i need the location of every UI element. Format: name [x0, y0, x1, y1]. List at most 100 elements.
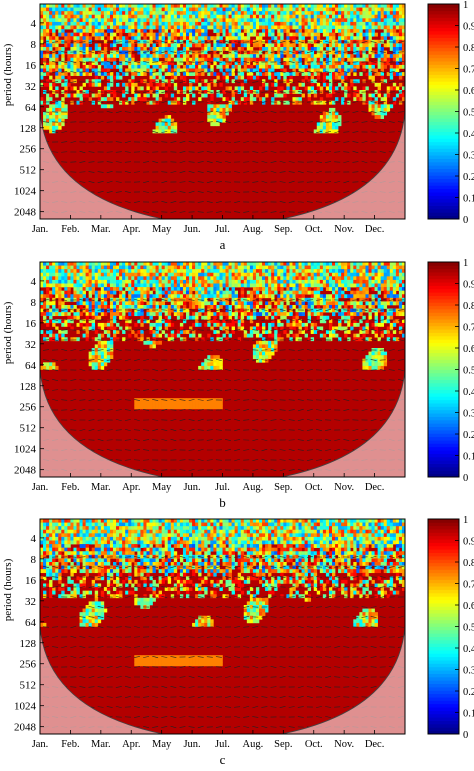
coherence-cell	[125, 100, 129, 105]
coherence-cell	[310, 294, 315, 299]
coherence-cell	[377, 107, 381, 112]
coherence-cell	[356, 93, 360, 98]
coherence-cell	[243, 61, 248, 66]
coherence-cell	[73, 93, 77, 98]
coherence-cell	[259, 97, 263, 102]
coherence-cell	[277, 36, 281, 41]
coherence-cell	[292, 290, 296, 295]
phase-arrow	[361, 181, 368, 183]
coherence-cell	[328, 25, 333, 30]
coherence-cell	[46, 107, 50, 112]
coherence-cell	[380, 283, 385, 288]
coherence-cell	[231, 18, 235, 23]
coherence-cell	[140, 297, 144, 302]
coherence-cell	[356, 279, 360, 284]
coherence-cell	[152, 279, 156, 284]
coherence-cell	[49, 39, 53, 44]
phase-arrow	[124, 151, 131, 153]
phase-arrow	[270, 151, 277, 153]
phase-arrow	[343, 191, 350, 193]
coherence-cell	[49, 97, 53, 102]
phase-arrow	[152, 50, 159, 54]
phase-arrow	[279, 121, 286, 123]
coherence-cell	[344, 47, 348, 51]
coherence-cell	[316, 129, 321, 134]
coherence-cell	[122, 82, 126, 87]
phase-arrow	[215, 201, 222, 203]
coherence-cell	[164, 7, 169, 12]
coherence-cell	[274, 276, 278, 281]
coherence-cell	[161, 75, 166, 80]
coherence-cell	[195, 290, 199, 295]
coherence-cell	[46, 18, 50, 23]
coherence-cell	[328, 90, 333, 94]
coherence-cell	[55, 290, 59, 295]
coherence-cell	[137, 93, 141, 98]
coherence-cell	[316, 100, 321, 105]
coherence-cell	[289, 25, 293, 30]
colorbar-cell	[428, 108, 459, 112]
coherence-cell	[350, 36, 354, 41]
coherence-cell	[259, 72, 263, 76]
coherence-cell	[195, 57, 199, 62]
coherence-cell	[307, 32, 312, 37]
coherence-cell	[97, 57, 102, 62]
phase-arrow	[261, 180, 268, 184]
coherence-cell	[161, 54, 166, 59]
coherence-cell	[341, 25, 345, 30]
coherence-cell	[119, 64, 123, 69]
coherence-cell	[319, 265, 324, 270]
coherence-cell	[335, 122, 339, 127]
coherence-cell	[55, 4, 59, 8]
coherence-cell	[395, 18, 400, 23]
coherence-cell	[237, 301, 242, 306]
coherence-cell	[368, 272, 372, 277]
coherence-cell	[219, 18, 223, 23]
coherence-cell	[179, 276, 184, 281]
phase-arrow	[179, 131, 186, 133]
coherence-cell	[146, 68, 150, 73]
phase-arrow	[197, 201, 204, 203]
phase-arrow	[224, 151, 232, 153]
coherence-cell	[237, 25, 242, 30]
coherence-cell	[252, 14, 257, 19]
coherence-cell	[189, 72, 193, 76]
coherence-cell	[186, 97, 190, 102]
coherence-cell	[316, 43, 321, 48]
coherence-cell	[192, 7, 196, 12]
coherence-cell	[198, 21, 202, 26]
coherence-cell	[131, 283, 135, 288]
coherence-cell	[158, 97, 162, 102]
coherence-cell	[344, 272, 348, 277]
coherence-cell	[234, 283, 239, 288]
coherence-cell	[52, 262, 56, 266]
coherence-cell	[322, 297, 327, 302]
coherence-cell	[222, 118, 226, 123]
coherence-cell	[103, 86, 108, 91]
coherence-cell	[73, 11, 77, 16]
coherence-cell	[149, 305, 153, 309]
coherence-cell	[328, 64, 333, 69]
coherence-cell	[289, 61, 293, 66]
coherence-cell	[192, 276, 196, 281]
coherence-cell	[170, 272, 175, 277]
coherence-cell	[262, 25, 266, 30]
coherence-cell	[374, 269, 378, 274]
coherence-cell	[392, 269, 397, 274]
coherence-cell	[219, 111, 223, 116]
coherence-cell	[176, 301, 181, 306]
coherence-cell	[210, 68, 214, 73]
coherence-cell	[49, 21, 53, 26]
colorbar-tick-label: 0.2	[463, 172, 474, 183]
coherence-cell	[210, 4, 214, 8]
coherence-cell	[122, 297, 126, 302]
coherence-cell	[49, 61, 53, 66]
coherence-cell	[249, 57, 254, 62]
phase-arrow	[188, 80, 195, 84]
coherence-cell	[362, 272, 366, 277]
coherence-cell	[341, 79, 345, 84]
coherence-cell	[158, 29, 162, 33]
coherence-cell	[91, 14, 96, 19]
coherence-cell	[219, 104, 223, 109]
coherence-cell	[319, 18, 324, 23]
